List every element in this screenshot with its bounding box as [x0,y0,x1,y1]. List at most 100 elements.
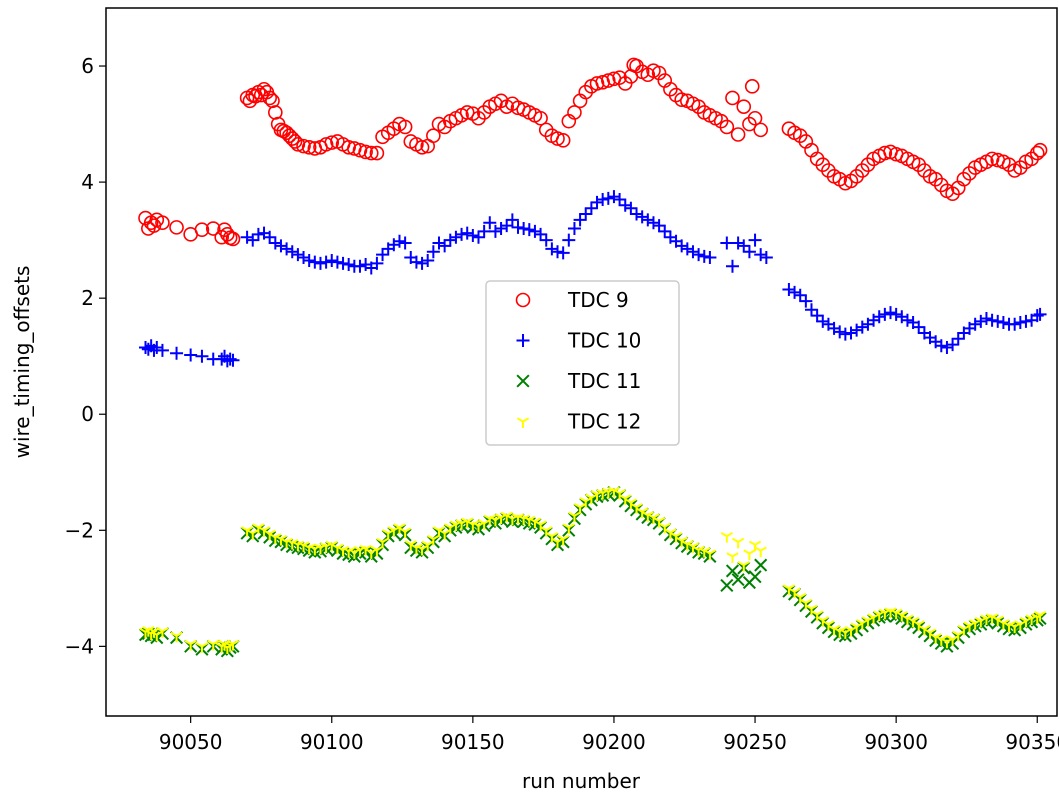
data-point [169,220,184,235]
data-point [263,230,277,244]
data-point [720,236,734,250]
data-point [720,578,734,592]
data-point [630,207,644,221]
data-point [1033,610,1047,622]
data-point [184,348,198,362]
data-point [376,248,390,262]
data-point [285,245,299,259]
data-point [748,233,762,247]
data-point [308,255,322,269]
data-point [737,239,751,253]
data-point [511,220,525,234]
data-point [330,255,344,269]
data-point [742,245,756,259]
data-point [889,307,903,321]
data-point [968,317,982,331]
data-point [759,251,773,265]
data-point [686,245,700,259]
data-point [226,353,240,367]
legend-label: TDC 10 [567,329,641,353]
data-point [488,224,502,238]
data-point [170,631,183,643]
data-point [1013,316,1027,330]
data-point [460,226,474,240]
data-point [579,207,593,221]
data-point [409,255,423,269]
data-point [584,201,598,215]
data-point [641,213,655,227]
data-point [788,587,801,599]
data-point [725,564,740,578]
data-point [483,216,497,230]
data-point [223,352,237,366]
legend-marker [516,334,530,347]
data-point [432,236,446,250]
data-point [726,552,739,563]
x-axis-label: run number [522,769,641,793]
data-point [1008,317,1022,331]
data-point [449,230,463,244]
data-point [601,191,615,205]
data-point [297,251,311,265]
data-point [358,144,373,160]
data-point [991,314,1005,328]
data-point [170,346,184,360]
data-point [562,233,576,247]
data-point [754,546,767,558]
data-point [703,549,717,561]
x-tick-label: 90200 [582,730,646,754]
data-point [855,320,869,334]
data-point [505,213,519,227]
data-point [370,256,384,270]
data-point [601,73,616,88]
data-point [872,310,886,324]
data-point [669,531,683,543]
data-point [946,338,960,352]
data-point [646,216,660,230]
y-axis-label: wire_timing_offsets [10,266,34,459]
data-point [635,210,649,224]
y-tick-label: 2 [81,286,94,310]
y-tick-label: 6 [81,54,94,78]
data-point [195,349,209,363]
data-point [545,242,559,256]
data-point [528,224,542,238]
legend-label: TDC 9 [567,288,629,312]
data-point [1032,142,1048,158]
data-point [262,90,277,106]
data-point [793,288,807,302]
data-point [754,248,768,262]
data-point [567,105,582,120]
data-point [246,233,260,247]
data-point [533,110,548,126]
data-point [353,259,367,273]
series-1 [138,57,1048,247]
data-point [302,253,316,267]
legend-marker [516,417,530,428]
data-point [613,193,627,207]
data-point [877,145,893,161]
x-tick-label: 90150 [441,730,505,754]
data-point [1033,307,1047,321]
data-point [652,219,666,233]
data-point [226,639,240,651]
legend-label: TDC 11 [567,369,641,393]
data-point [415,256,429,270]
data-point [974,314,988,328]
data-point [731,236,745,250]
data-point [912,320,926,334]
x-tick-label: 90250 [723,730,787,754]
data-point [205,221,221,236]
data-point [822,620,835,631]
data-point [697,249,711,263]
data-point [573,213,587,227]
data-point [341,139,356,155]
data-point [596,193,610,207]
data-point [392,234,406,248]
data-point [730,127,746,142]
data-point [912,620,925,631]
data-point [477,224,491,238]
data-point [810,309,824,323]
legend-box [485,280,680,446]
data-point [884,306,898,320]
